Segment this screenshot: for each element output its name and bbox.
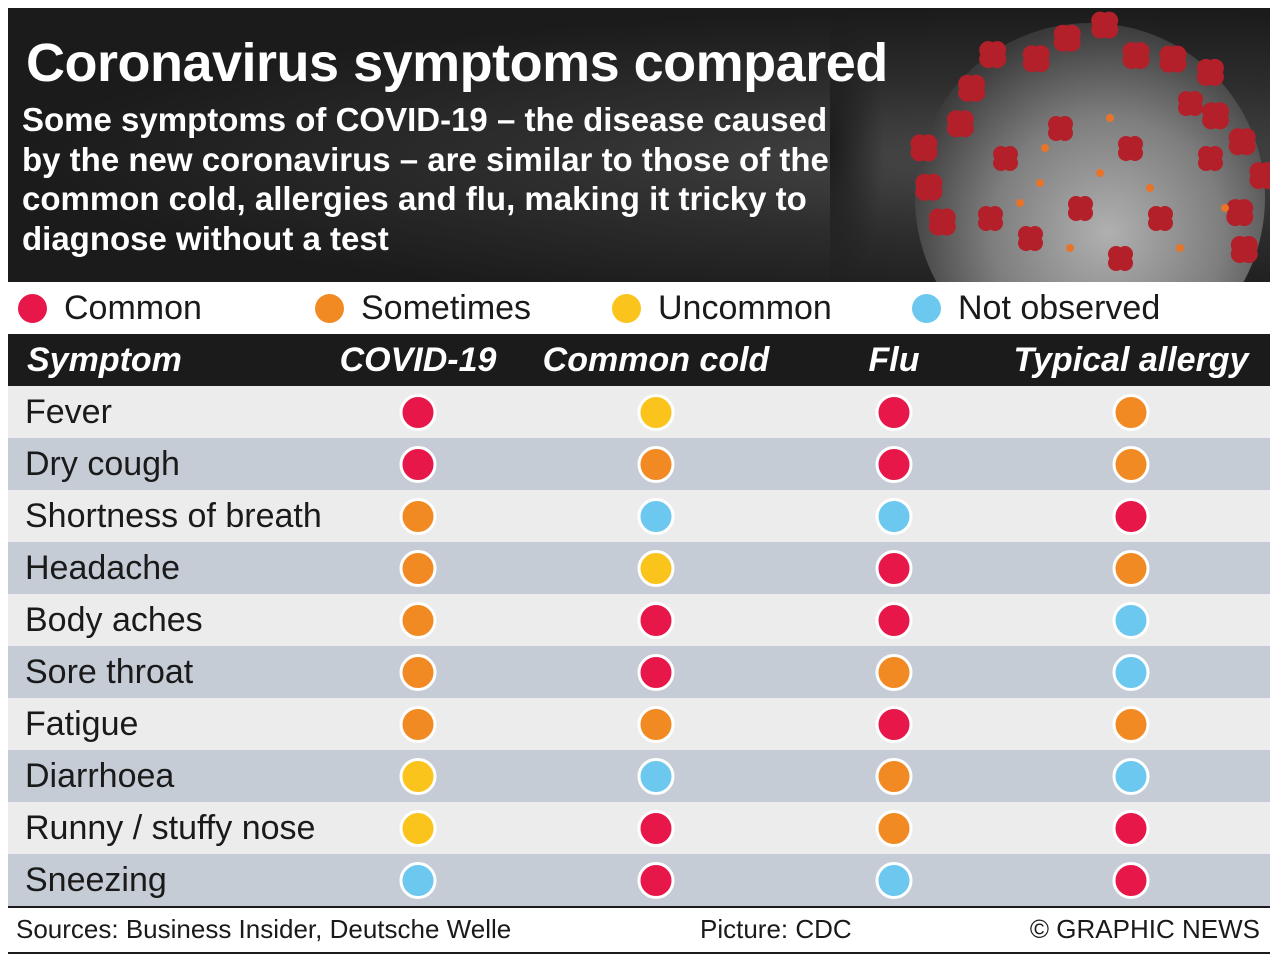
status-dot-not-observed [637,498,675,535]
status-dot-common [875,706,913,743]
column-header: Typical allergy [1013,341,1249,379]
status-dot-sometimes [399,602,437,639]
status-dot-uncommon [637,550,675,587]
symptom-name: Sneezing [25,861,167,899]
table-row: Dry cough [8,438,1270,490]
legend-label: Common [64,288,202,327]
footer-picture-credit: Picture: CDC [700,914,852,944]
legend-dot [612,293,641,323]
footer-sources: Sources: Business Insider, Deutsche Well… [16,914,512,944]
status-dot-common [875,394,913,431]
column-header: Common cold [542,341,770,379]
status-dot-not-observed [399,862,437,899]
status-dot-common [875,550,913,587]
legend-dot [912,293,941,323]
status-dot-common [399,446,437,483]
status-dot-sometimes [1112,550,1150,587]
column-header: Symptom [27,341,182,379]
table-row: Shortness of breath [8,490,1270,542]
status-dot-sometimes [1112,706,1150,743]
status-dot-not-observed [637,758,675,795]
status-dot-not-observed [875,498,913,535]
symptom-name: Diarrhoea [25,757,175,795]
table-row: Diarrhoea [8,750,1270,802]
status-dot-not-observed [1112,654,1150,691]
legend: Common Sometimes Uncommon Not observed [8,284,1270,332]
status-dot-sometimes [875,758,913,795]
table-row: Fever [8,386,1270,438]
status-dot-common [637,654,675,691]
symptom-name: Fever [25,393,112,431]
legend-dot [315,293,344,323]
footer-copyright: © GRAPHIC NEWS [1029,914,1260,944]
table-row: Runny / stuffy nose [8,802,1270,854]
status-dot-sometimes [637,446,675,483]
symptom-table: Symptom COVID-19 Common cold Flu Typical all… [8,334,1270,906]
status-dot-not-observed [875,862,913,899]
table-body: Fever Dry cough Shortness of breath Headach… [8,386,1270,906]
status-dot-sometimes [399,550,437,587]
status-dot-common [875,602,913,639]
table-row: Sore throat [8,646,1270,698]
column-header: COVID-19 [339,341,497,379]
legend-item-not-observed: Not observed [912,284,1160,332]
symptom-name: Shortness of breath [25,497,322,535]
status-dot-uncommon [399,810,437,847]
legend-label: Uncommon [658,288,832,327]
status-dot-common [399,394,437,431]
symptom-name: Dry cough [25,445,180,483]
table-row: Sneezing [8,854,1270,906]
footer: Sources: Business Insider, Deutsche Well… [8,906,1270,954]
status-dot-common [1112,810,1150,847]
symptom-name: Headache [25,549,181,587]
header-panel: Coronavirus symptoms compared Some sympt… [8,8,1270,282]
status-dot-sometimes [875,810,913,847]
page-title: Coronavirus symptoms compared [26,33,888,93]
status-dot-uncommon [399,758,437,795]
page-subtitle: Some symptoms of COVID-19 – the disease … [22,101,829,257]
symptom-name: Runny / stuffy nose [25,809,316,847]
legend-item-common: Common [18,284,202,332]
status-dot-common [637,810,675,847]
table-row: Body aches [8,594,1270,646]
status-dot-uncommon [637,394,675,431]
status-dot-common [637,602,675,639]
table-row: Fatigue [8,698,1270,750]
legend-item-sometimes: Sometimes [315,284,531,332]
symptom-name: Body aches [25,601,203,639]
status-dot-sometimes [1112,394,1150,431]
status-dot-not-observed [1112,758,1150,795]
symptom-name: Sore throat [25,653,194,691]
legend-dot [18,293,47,323]
table-row: Headache [8,542,1270,594]
status-dot-common [875,446,913,483]
legend-label: Sometimes [361,288,532,327]
status-dot-sometimes [399,706,437,743]
status-dot-sometimes [1112,446,1150,483]
legend-item-uncommon: Uncommon [612,284,832,332]
status-dot-sometimes [399,498,437,535]
status-dot-sometimes [399,654,437,691]
column-header: Flu [868,341,920,379]
status-dot-common [1112,498,1150,535]
status-dot-sometimes [875,654,913,691]
table-header-row: Symptom COVID-19 Common cold Flu Typical all… [8,334,1270,386]
legend-label: Not observed [958,288,1161,327]
coronavirus-illustration [830,8,1270,282]
status-dot-sometimes [637,706,675,743]
status-dot-not-observed [1112,602,1150,639]
status-dot-common [637,862,675,899]
status-dot-common [1112,862,1150,899]
bottom-rule [8,952,1270,954]
symptom-name: Fatigue [25,705,139,743]
